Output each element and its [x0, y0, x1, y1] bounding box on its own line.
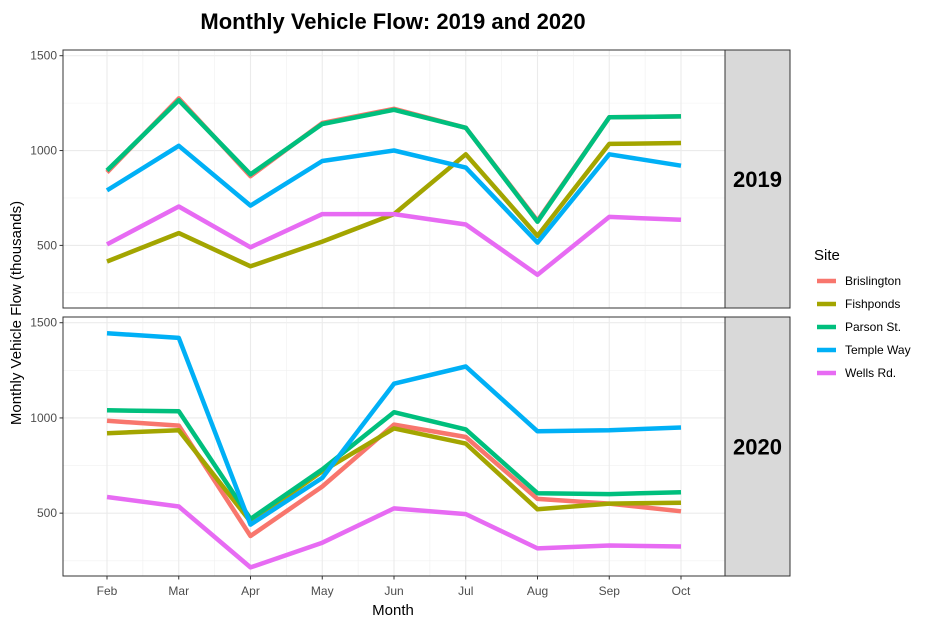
facet-strip [724, 49, 791, 309]
x-tick-label: Mar [168, 584, 189, 598]
legend-entry: Temple Way [817, 343, 911, 357]
legend: Site Brislington Fishponds Parson St. Templ… [814, 247, 911, 380]
x-tick-label: Jun [384, 584, 403, 598]
y-tick-label: 1500 [30, 49, 57, 63]
x-axis: Feb Mar Apr May Jun Jul Aug Sep Oct [97, 576, 691, 598]
series-lines [106, 330, 682, 570]
x-tick-label: Feb [97, 584, 118, 598]
y-tick-label: 1500 [30, 316, 57, 330]
panel-2020: 500 1000 1500 2020 [30, 316, 791, 577]
legend-entry: Brislington [817, 274, 901, 288]
chart-title: Monthly Vehicle Flow: 2019 and 2020 [200, 9, 585, 34]
y-tick-label: 1000 [30, 144, 57, 158]
y-axis: 500 1000 1500 [30, 49, 63, 252]
series-line-wells-rd [106, 494, 682, 570]
legend-label: Parson St. [845, 320, 901, 334]
facet-strip-label: 2020 [733, 435, 782, 460]
series-line-parson-st [106, 408, 682, 522]
series-lines [105, 96, 682, 278]
gridlines [63, 317, 725, 576]
x-axis-title: Month [372, 602, 414, 619]
x-tick-label: Sep [599, 584, 621, 598]
series-line-wells-rd [105, 204, 682, 278]
x-tick-label: May [311, 584, 334, 598]
y-axis-title: Monthly Vehicle Flow (thousands) [8, 201, 25, 425]
y-tick-label: 500 [37, 238, 57, 252]
y-tick-label: 1000 [30, 411, 57, 425]
panels: 500 1000 1500 2019 500 1000 1500 2020 [30, 49, 791, 577]
legend-label: Wells Rd. [845, 366, 896, 380]
legend-entry: Wells Rd. [817, 366, 896, 380]
facet-strip [724, 316, 791, 577]
series-line-temple-way [106, 330, 682, 527]
legend-label: Brislington [845, 274, 901, 288]
legend-label: Fishponds [845, 297, 900, 311]
legend-entries: Brislington Fishponds Parson St. Temple Way… [817, 274, 911, 380]
x-tick-label: Oct [672, 584, 691, 598]
x-tick-label: Apr [241, 584, 260, 598]
legend-title: Site [814, 247, 840, 264]
y-axis: 500 1000 1500 [30, 316, 63, 520]
legend-entry: Fishponds [817, 297, 900, 311]
legend-label: Temple Way [845, 343, 911, 357]
y-tick-label: 500 [37, 506, 57, 520]
legend-entry: Parson St. [817, 320, 901, 334]
series-line-parson-st [105, 98, 682, 224]
x-tick-label: Aug [527, 584, 548, 598]
series-line-fishponds [106, 426, 682, 524]
facet-strip-label: 2019 [733, 167, 782, 192]
series-line-temple-way [105, 143, 682, 245]
panel-2019: 500 1000 1500 2019 [30, 49, 791, 309]
x-tick-label: Jul [458, 584, 473, 598]
